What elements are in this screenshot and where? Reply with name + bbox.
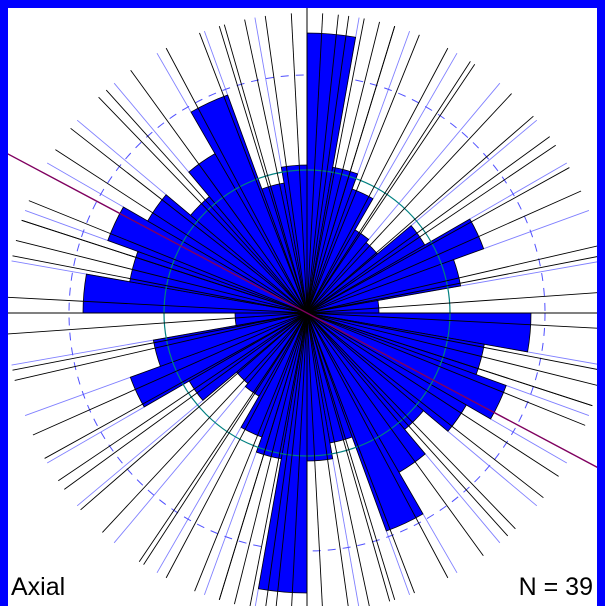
measurement-line xyxy=(306,61,471,314)
measurement-line xyxy=(306,312,349,606)
measurement-line xyxy=(275,312,308,606)
measurement-line xyxy=(249,312,308,606)
measurement-line xyxy=(55,149,308,314)
measurement-line xyxy=(244,19,308,314)
measurement-line xyxy=(291,312,308,606)
measurement-line xyxy=(8,312,308,335)
measurement-line xyxy=(58,312,308,482)
measurement-line xyxy=(199,32,308,314)
measurement-line xyxy=(28,200,308,314)
measurement-line xyxy=(306,312,586,426)
rose-sector xyxy=(306,229,370,314)
measurement-line xyxy=(306,312,370,606)
measurement-line xyxy=(306,15,350,314)
rose-sector xyxy=(147,194,308,314)
measurement-line xyxy=(306,115,534,314)
measurement-line xyxy=(265,312,308,606)
measurement-line xyxy=(130,70,308,314)
plot-area xyxy=(8,8,597,606)
measurement-line xyxy=(218,312,308,601)
measurement-line xyxy=(306,312,516,530)
measurement-line xyxy=(264,15,308,314)
measurement-line xyxy=(306,13,324,314)
rose-sector xyxy=(306,218,485,314)
measurement-line xyxy=(143,312,308,565)
measurement-line xyxy=(306,256,597,314)
measurement-line xyxy=(12,255,308,314)
measurement-line xyxy=(306,312,449,579)
measurement-line xyxy=(165,312,308,579)
measurement-line xyxy=(138,312,308,562)
rose-sector xyxy=(244,312,308,397)
measurement-line xyxy=(70,127,308,314)
measurement-line xyxy=(102,312,308,533)
measurement-line xyxy=(306,64,476,314)
measurement-line xyxy=(8,296,308,314)
rose-sector xyxy=(306,312,467,432)
measurement-line xyxy=(105,89,308,314)
measurement-line xyxy=(12,312,308,371)
mode-label: Axial xyxy=(11,573,66,601)
measurement-line xyxy=(306,34,420,314)
measurement-line xyxy=(223,24,308,314)
measurement-line xyxy=(194,312,308,592)
measurement-line xyxy=(21,219,308,314)
measurement-line xyxy=(306,47,449,314)
measurement-line xyxy=(306,312,396,601)
rose-sector xyxy=(255,312,308,460)
measurement-line xyxy=(14,312,308,381)
measurement-line xyxy=(80,312,308,511)
rose-sector xyxy=(306,259,462,314)
measurement-line xyxy=(306,312,597,329)
measurement-line xyxy=(306,136,550,314)
measurement-line xyxy=(306,312,391,602)
measurement-line xyxy=(64,312,308,490)
measurement-line xyxy=(233,312,308,605)
measurement-line xyxy=(306,312,509,537)
measurement-line xyxy=(306,312,415,594)
measurement-line xyxy=(306,245,597,314)
measurement-line xyxy=(306,190,582,314)
measurement-line xyxy=(306,93,512,314)
measurement-line xyxy=(306,312,559,477)
measurement-line xyxy=(306,21,381,314)
measurement-line xyxy=(290,13,308,314)
measurement-line xyxy=(306,312,484,556)
measurement-line xyxy=(306,18,365,314)
rose-sector xyxy=(152,312,308,367)
measurement-line xyxy=(306,312,593,407)
measurement-line xyxy=(44,312,308,459)
measurement-line xyxy=(165,47,308,314)
measurement-line xyxy=(32,312,308,436)
measurement-line xyxy=(306,144,556,314)
measurement-line xyxy=(306,292,597,314)
rose-sector xyxy=(306,166,359,314)
measurement-line xyxy=(218,25,308,314)
rose-sector xyxy=(129,312,308,408)
measurement-line xyxy=(306,312,597,386)
measurement-line xyxy=(306,25,396,314)
measurement-line xyxy=(98,96,308,314)
measurement-line xyxy=(306,167,570,314)
measurement-line xyxy=(306,14,339,314)
measurement-line xyxy=(15,239,308,314)
measurement-line xyxy=(306,312,597,370)
sample-count-label: N = 39 xyxy=(518,573,593,601)
mean-direction-line xyxy=(8,153,597,468)
measurement-line xyxy=(306,312,323,606)
measurement-line xyxy=(306,312,544,499)
